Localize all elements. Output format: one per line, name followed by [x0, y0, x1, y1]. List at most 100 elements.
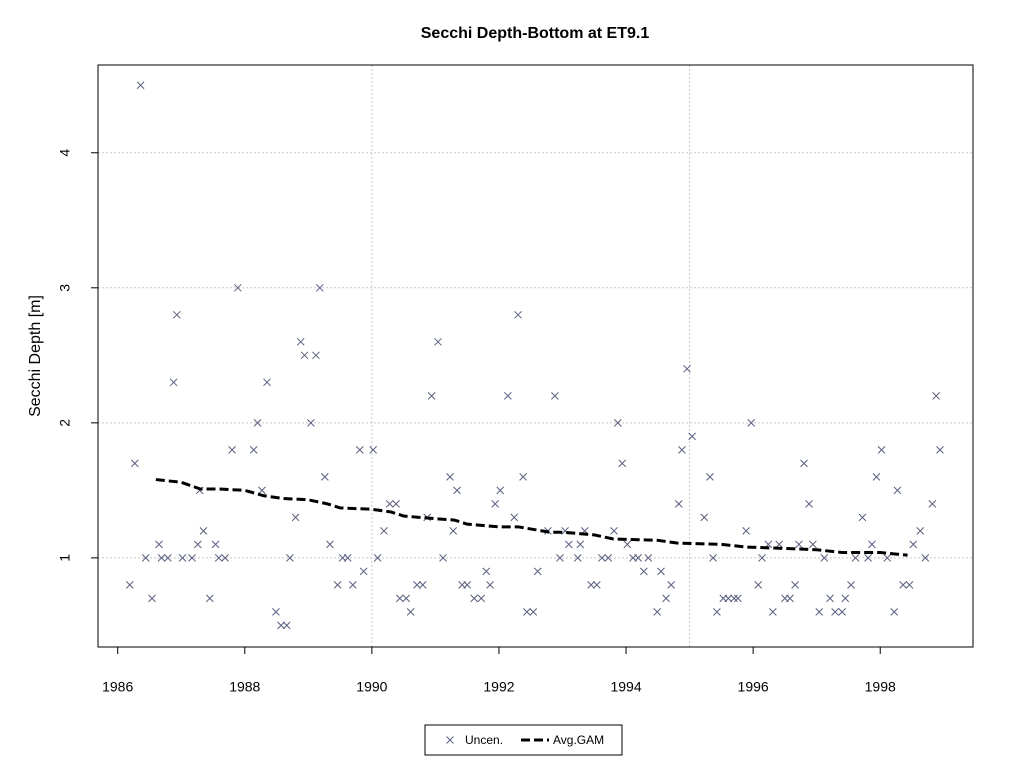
- point: [453, 486, 461, 495]
- point: [623, 540, 632, 549]
- point: [131, 459, 139, 468]
- point: [786, 594, 794, 603]
- point: [800, 459, 808, 468]
- point: [392, 500, 400, 508]
- point: [482, 567, 491, 576]
- y-tick-label: 2: [57, 419, 73, 427]
- point: [496, 486, 505, 495]
- point: [618, 459, 627, 468]
- legend-label: Avg.GAM: [553, 733, 604, 747]
- point: [326, 540, 334, 549]
- point: [634, 554, 642, 562]
- point: [868, 540, 876, 549]
- point: [890, 608, 899, 616]
- point: [449, 527, 458, 535]
- point: [936, 445, 944, 454]
- point: [747, 418, 756, 427]
- y-tick-label: 3: [57, 284, 73, 292]
- point: [446, 473, 454, 481]
- point: [826, 594, 834, 603]
- point: [551, 391, 559, 400]
- point: [795, 540, 803, 549]
- point: [556, 554, 564, 562]
- point: [214, 554, 223, 562]
- point: [662, 594, 670, 603]
- point: [877, 445, 886, 454]
- point: [683, 364, 691, 373]
- point: [373, 554, 382, 562]
- point: [406, 608, 415, 616]
- point: [864, 554, 873, 562]
- point: [155, 540, 163, 549]
- point: [565, 540, 573, 549]
- point: [263, 378, 271, 387]
- point: [928, 500, 937, 508]
- point: [851, 554, 860, 562]
- legend-marker: [446, 736, 454, 744]
- point: [418, 581, 427, 589]
- point: [533, 567, 542, 576]
- point: [734, 594, 742, 603]
- point: [233, 283, 242, 292]
- point: [657, 567, 665, 576]
- point: [369, 445, 377, 454]
- point: [700, 513, 709, 522]
- y-axis-label: Secchi Depth [m]: [27, 295, 44, 417]
- point: [893, 486, 902, 495]
- point: [343, 554, 352, 562]
- point: [427, 391, 436, 400]
- point: [312, 351, 320, 360]
- point: [921, 554, 930, 562]
- point: [872, 473, 881, 481]
- point: [169, 378, 178, 387]
- point: [587, 581, 595, 589]
- point: [724, 594, 733, 603]
- legend-label: Uncen.: [465, 733, 503, 747]
- point: [355, 445, 364, 454]
- point: [413, 581, 421, 589]
- point: [439, 554, 447, 562]
- point: [805, 500, 813, 508]
- point: [296, 337, 305, 346]
- point: [678, 445, 686, 454]
- point: [136, 81, 145, 90]
- point: [402, 594, 411, 603]
- point: [463, 581, 472, 589]
- point: [359, 567, 368, 576]
- point: [730, 594, 738, 603]
- point: [205, 594, 214, 603]
- point: [899, 581, 907, 589]
- point: [348, 581, 357, 589]
- point: [667, 581, 676, 589]
- point: [249, 445, 258, 454]
- point: [639, 567, 648, 576]
- point: [644, 554, 653, 562]
- point: [576, 540, 585, 549]
- point: [529, 608, 538, 616]
- point: [491, 500, 500, 508]
- point: [932, 391, 940, 400]
- point: [604, 554, 613, 562]
- point: [519, 473, 527, 481]
- point: [221, 554, 229, 562]
- point: [125, 581, 134, 589]
- point: [315, 283, 324, 292]
- chart-title: Secchi Depth-Bottom at ET9.1: [421, 25, 650, 42]
- point: [164, 554, 172, 562]
- point: [653, 608, 662, 616]
- point: [380, 527, 388, 535]
- point: [706, 473, 714, 481]
- point: [272, 608, 280, 616]
- point: [282, 621, 291, 630]
- y-tick-label: 1: [57, 554, 73, 562]
- point: [688, 432, 696, 441]
- point: [573, 554, 582, 562]
- point: [613, 418, 622, 427]
- point: [434, 337, 442, 346]
- x-tick-label: 1988: [229, 679, 260, 695]
- point: [592, 581, 601, 589]
- point: [228, 445, 236, 454]
- x-tick-label: 1986: [102, 679, 133, 695]
